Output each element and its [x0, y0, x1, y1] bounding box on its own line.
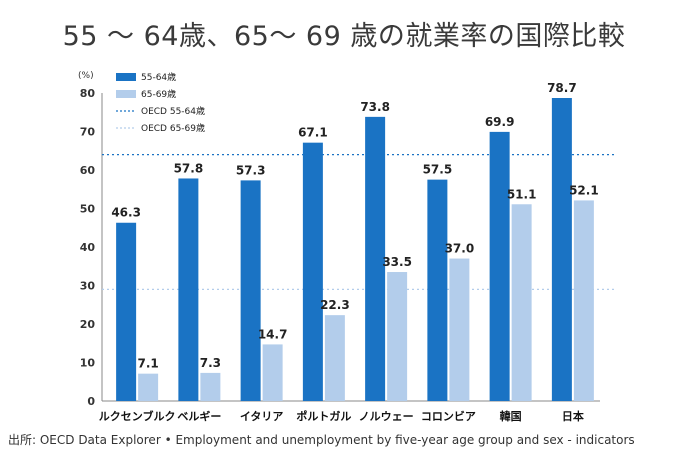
data-label: 73.8 [360, 100, 390, 114]
y-tick-label: 30 [80, 280, 96, 293]
data-label: 57.5 [423, 163, 453, 177]
y-tick-label: 10 [80, 357, 96, 370]
bar [365, 116, 386, 402]
x-tick-label: コロンビア [421, 409, 476, 423]
chart-title: 55 〜 64歳、65〜 69 歳の就業率の国際比較 [62, 21, 626, 52]
bar [138, 373, 159, 401]
bar [489, 131, 510, 401]
data-label: 22.3 [320, 298, 350, 312]
data-label: 67.1 [298, 126, 328, 140]
y-tick-label: 80 [80, 87, 96, 100]
data-label: 57.8 [174, 161, 204, 175]
legend-label: OECD 65-69歳 [141, 122, 205, 134]
bar [511, 204, 532, 401]
data-label: 37.0 [445, 242, 475, 256]
bar [449, 258, 470, 401]
legend: 55-64歳 65-69歳 OECD 55-64歳 OECD 65-69歳 [116, 71, 205, 134]
bar [551, 98, 572, 401]
y-tick-label: 60 [80, 164, 96, 177]
legend-label: 55-64歳 [141, 71, 176, 83]
legend-label: OECD 55-64歳 [141, 105, 205, 117]
x-tick-label: 日本 [562, 409, 584, 423]
y-tick-label: 50 [80, 203, 96, 216]
x-tick-label: イタリア [240, 410, 284, 423]
y-tick-label: 20 [80, 318, 96, 331]
data-label: 51.1 [507, 187, 537, 201]
data-label: 52.1 [569, 183, 599, 197]
bar [573, 200, 594, 401]
source-note: 出所: OECD Data Explorer • Employment and … [8, 433, 635, 447]
data-label: 14.7 [258, 327, 288, 341]
bar [324, 315, 345, 401]
data-label: 69.9 [485, 115, 515, 129]
bar [178, 178, 199, 401]
x-tick-label: 韓国 [500, 409, 522, 423]
x-axis: ルクセンブルク ベルギー イタリア ポルトガル ノルウェー コロンビア 韓国 日本 [99, 409, 584, 423]
x-tick-label: ルクセンブルク [99, 409, 176, 423]
x-tick-label: ノルウェー [359, 410, 414, 423]
data-label: 33.5 [382, 255, 412, 269]
bar-chart: 0 10 20 30 40 50 60 70 80 46.3 7.1 57.8 7.3 57.3 14.7… [78, 71, 616, 423]
y-tick-label: 70 [80, 126, 96, 139]
bar [427, 179, 448, 401]
data-label: 57.3 [236, 163, 266, 177]
x-tick-label: ベルギー [177, 409, 221, 423]
bar [262, 344, 283, 401]
bar [200, 372, 221, 401]
legend-swatch [116, 90, 136, 98]
legend-label: 65-69歳 [141, 88, 176, 100]
bar [387, 272, 408, 401]
bar [116, 222, 137, 401]
data-label: 7.1 [137, 357, 158, 371]
y-unit-label: (%) [78, 71, 94, 81]
x-tick-label: ポルトガル [296, 409, 351, 423]
bar [302, 142, 323, 402]
y-tick-label: 0 [87, 395, 95, 408]
legend-swatch [116, 73, 136, 81]
data-label: 46.3 [111, 206, 141, 220]
bars: 46.3 7.1 57.8 7.3 57.3 14.7 67.1 22.3 73.8 33.5 57… [111, 81, 599, 402]
y-tick-label: 40 [80, 241, 96, 254]
data-label: 78.7 [547, 81, 577, 95]
bar [240, 180, 261, 401]
data-label: 7.3 [200, 356, 221, 370]
